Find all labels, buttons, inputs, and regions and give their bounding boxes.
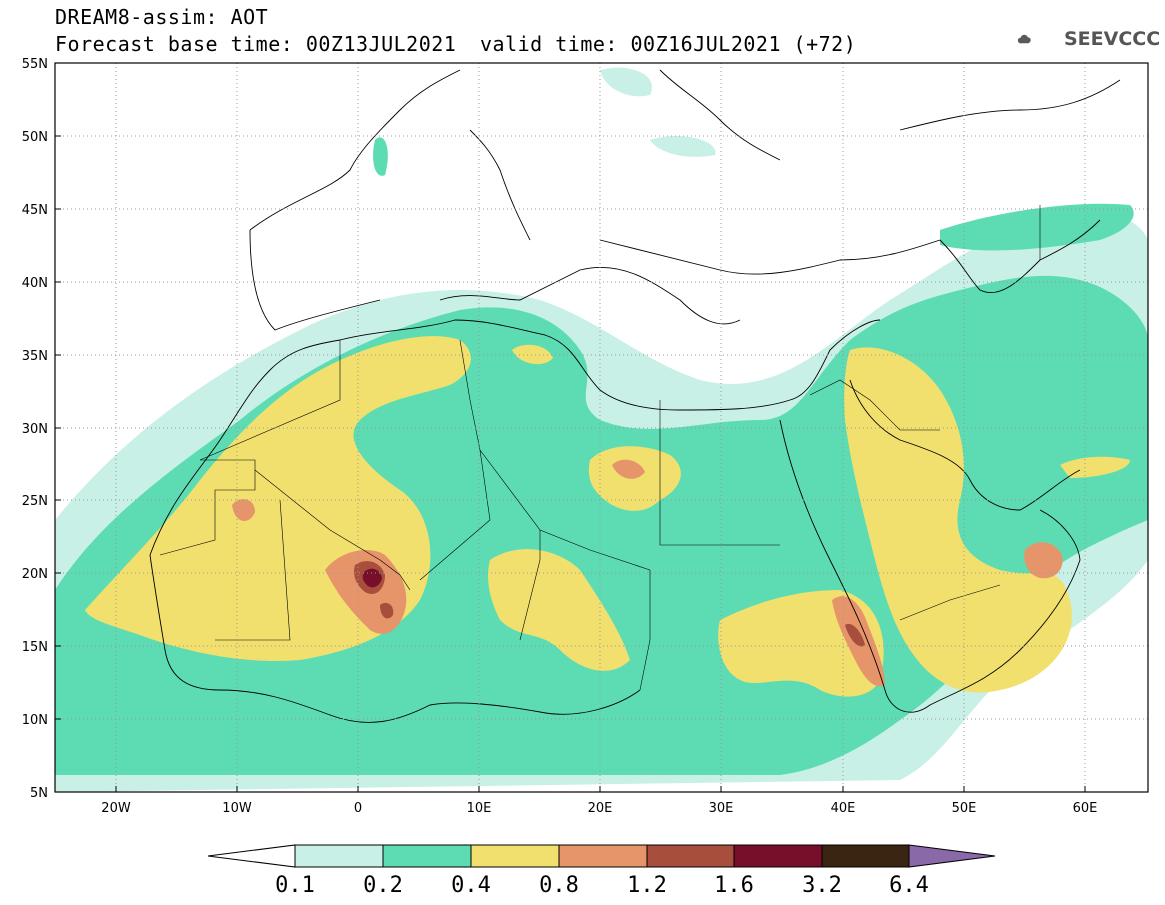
colorbar-label: 0.4	[451, 873, 491, 898]
lat-label: 45N	[22, 203, 48, 218]
lat-label: 35N	[22, 349, 48, 364]
colorbar-label: 0.2	[363, 873, 403, 898]
lat-labels: 5N 10N 15N 20N 25N 30N 35N 40N 45N 50N 5…	[22, 57, 48, 801]
lon-label: 60E	[1073, 801, 1098, 816]
lat-label: 20N	[22, 567, 48, 582]
colorbar-swatch-max	[908, 844, 996, 868]
valid-time: valid time: 00Z16JUL2021 (+72)	[480, 32, 857, 56]
aot-contours	[55, 67, 1148, 792]
country-borders	[159, 205, 1041, 691]
logo-text: SEEVCCC	[1064, 28, 1161, 50]
lon-label: 40E	[831, 801, 856, 816]
lat-label: 25N	[22, 494, 48, 509]
lon-label: 10W	[222, 801, 252, 816]
colorbar-swatch	[382, 844, 472, 868]
colorbar-labels: 0.1 0.2 0.4 0.8 1.2 1.6 3.2 6.4	[275, 873, 929, 898]
lon-label: 50E	[952, 801, 977, 816]
colorbar-label: 1.6	[714, 873, 754, 898]
colorbar-label: 6.4	[889, 873, 929, 898]
colorbar-label: 0.8	[539, 873, 579, 898]
lat-label: 55N	[22, 57, 48, 72]
colorbar-swatch	[470, 844, 560, 868]
lon-label: 20E	[588, 801, 613, 816]
colorbar-swatch	[821, 844, 910, 868]
colorbar-label: 0.1	[275, 873, 315, 898]
lon-label: 30E	[709, 801, 734, 816]
colorbar-swatch-min	[207, 844, 296, 868]
lat-label: 5N	[30, 786, 48, 801]
colorbar-swatch	[733, 844, 823, 868]
colorbar-swatch	[558, 844, 648, 868]
lon-labels: 20W 10W 0 10E 20E 30E 40E 50E 60E	[101, 801, 1097, 816]
lat-label: 10N	[22, 713, 48, 728]
coastlines	[149, 69, 1121, 723]
lat-label: 50N	[22, 130, 48, 145]
lat-label: 15N	[22, 640, 48, 655]
forecast-base-time: Forecast base time: 00Z13JUL2021	[55, 32, 457, 56]
cloud-logo-icon	[1017, 34, 1031, 44]
colorbar-swatch	[294, 844, 384, 868]
colorbar-swatch	[646, 844, 735, 868]
lat-label: 40N	[22, 276, 48, 291]
grid	[55, 63, 1148, 792]
lat-label: 30N	[22, 422, 48, 437]
lon-label: 0	[354, 801, 362, 816]
lon-label: 10E	[467, 801, 492, 816]
colorbar	[207, 844, 996, 868]
colorbar-label: 3.2	[802, 873, 842, 898]
product-title: DREAM8-assim: AOT	[55, 5, 269, 29]
colorbar-label: 1.2	[627, 873, 667, 898]
lon-label: 20W	[101, 801, 131, 816]
tick-marks	[55, 62, 1086, 793]
